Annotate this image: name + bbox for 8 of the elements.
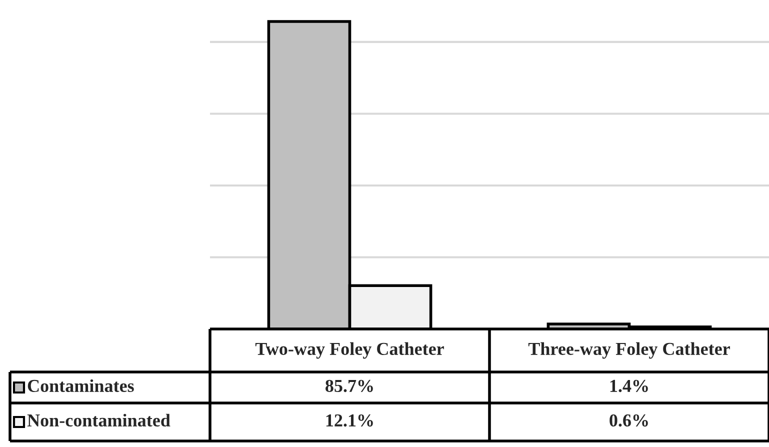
legend-label: Non-contaminated [27, 414, 170, 427]
data-label: 1.4% [610, 380, 648, 392]
data-label: 12.1% [326, 414, 373, 427]
data-label: 85.7% [326, 380, 373, 392]
x-tick-label: Three-way Foley Catheter [528, 342, 730, 359]
data-label: 0.6% [610, 414, 648, 427]
legend-label: Contaminates [28, 379, 134, 392]
x-tick-label: Two-way Foley Catheter [255, 342, 444, 359]
